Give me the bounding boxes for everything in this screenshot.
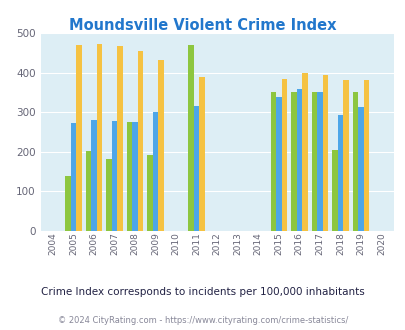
Bar [331,150,337,231]
Bar [96,44,102,231]
Bar [117,46,123,231]
Bar [194,106,199,231]
Bar [188,45,194,231]
Bar [111,121,117,231]
Text: Moundsville Violent Crime Index: Moundsville Violent Crime Index [69,18,336,33]
Bar [311,92,316,231]
Bar [290,92,296,231]
Bar [352,92,357,231]
Bar [70,123,76,231]
Bar [91,120,96,231]
Bar [281,79,286,231]
Text: © 2024 CityRating.com - https://www.cityrating.com/crime-statistics/: © 2024 CityRating.com - https://www.city… [58,315,347,325]
Bar [85,150,91,231]
Bar [158,60,164,231]
Bar [76,45,81,231]
Bar [357,107,363,231]
Bar [199,77,205,231]
Bar [132,122,138,231]
Bar [270,92,275,231]
Bar [337,115,342,231]
Bar [106,158,111,231]
Bar [296,89,301,231]
Bar [322,75,327,231]
Bar [316,92,322,231]
Bar [126,122,132,231]
Bar [65,176,70,231]
Bar [138,51,143,231]
Text: Crime Index corresponds to incidents per 100,000 inhabitants: Crime Index corresponds to incidents per… [41,287,364,297]
Bar [147,154,152,231]
Bar [275,97,281,231]
Bar [363,80,369,231]
Bar [152,112,158,231]
Bar [342,80,348,231]
Bar [301,73,307,231]
